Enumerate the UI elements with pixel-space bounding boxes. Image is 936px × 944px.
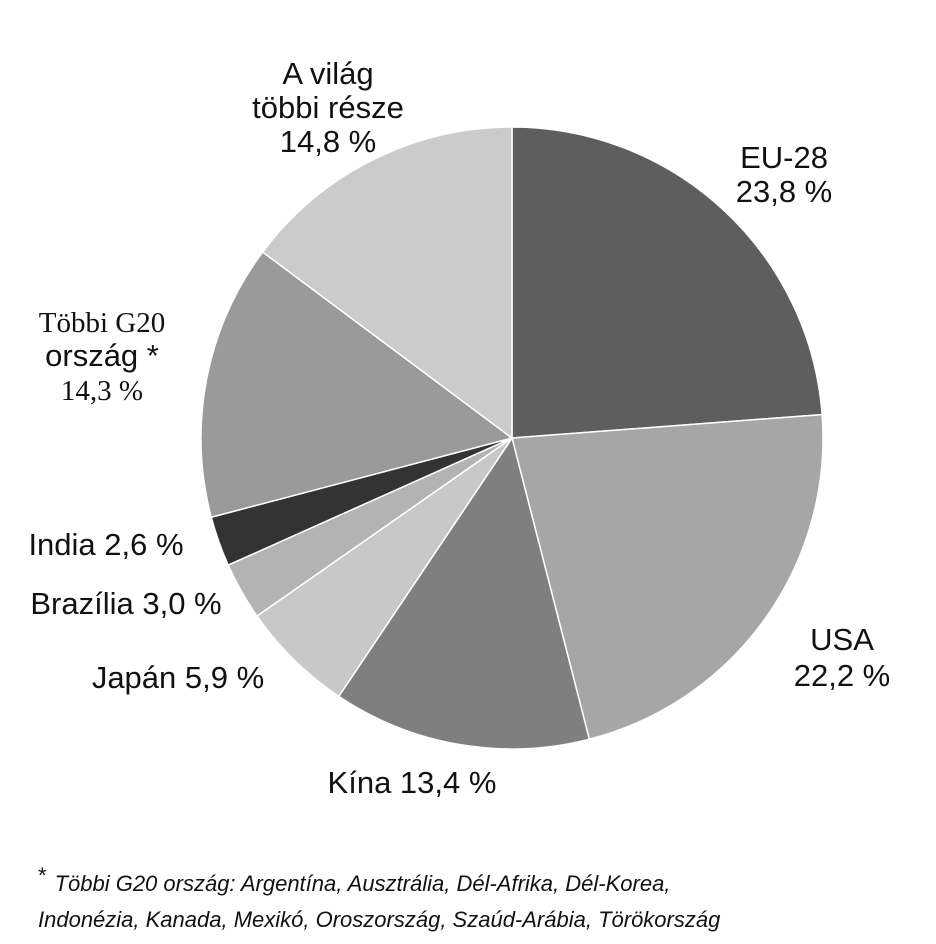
pie-label-4-line-0: Brazília 3,0 % [30, 586, 221, 621]
pie-label-5-line-0: India 2,6 % [28, 527, 183, 562]
pie-slices [200, 126, 824, 750]
pie-label-2-line-0: Kína 13,4 % [328, 765, 497, 800]
pie-label-6-line-2: 14,3 % [61, 375, 143, 407]
pie-label-1-line-0: USA [810, 622, 874, 657]
footnote-line-1: * Többi G20 ország: Argentína, Ausztrália… [38, 863, 918, 902]
pie-slice-1 [511, 413, 824, 741]
pie-label-7-line-0: A világ [282, 56, 373, 91]
pie-label-0-line-0: EU-28 [740, 140, 828, 175]
pie-slice-0 [511, 126, 823, 439]
pie-label-6-line-1: ország * [45, 338, 159, 373]
pie-label-6-line-0: Többi G20 [39, 307, 165, 339]
pie-label-7-line-2: 14,8 % [280, 124, 377, 159]
footnote-text-1: Többi G20 ország: Argentína, Ausztrália,… [54, 871, 671, 896]
pie-label-1-line-1: 22,2 % [794, 658, 891, 693]
pie-label-3-line-0: Japán 5,9 % [92, 660, 264, 695]
pie-slice-7 [261, 126, 513, 440]
pie-slice-6 [200, 251, 514, 519]
pie-slice-2 [337, 436, 591, 750]
pie-label-0-line-1: 23,8 % [736, 174, 833, 209]
footnote-line-2: Indonézia, Kanada, Mexikó, Oroszország, … [38, 907, 721, 932]
footnote-marker: * [38, 863, 47, 888]
pie-label-7-line-1: többi része [252, 90, 404, 125]
footnote: * Többi G20 ország: Argentína, Ausztrália… [38, 863, 918, 938]
